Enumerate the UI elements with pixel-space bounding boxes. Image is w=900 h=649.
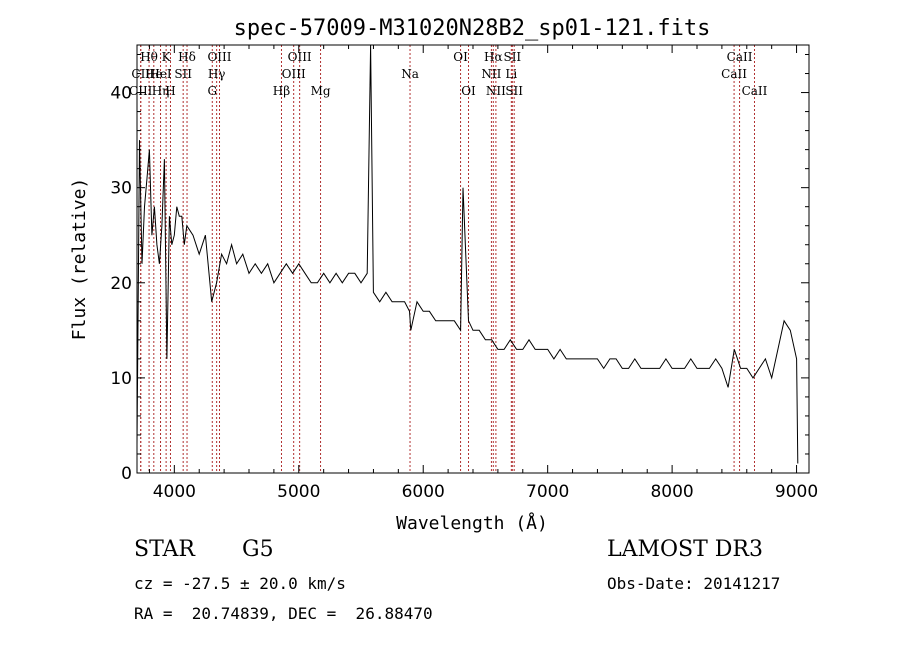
redshift-velocity: cz = -27.5 ± 20.0 km/s xyxy=(134,574,346,593)
line-label: NII xyxy=(481,67,501,81)
x-axis-ticks: 4000 5000 6000 7000 8000 9000 xyxy=(148,45,818,502)
x-tick-label: 9000 xyxy=(775,482,818,502)
sky-coordinates: RA = 20.74839, DEC = 26.88470 xyxy=(134,604,433,623)
line-label: SII xyxy=(505,84,523,98)
spectral-line-markers xyxy=(140,45,755,473)
line-label: Na xyxy=(401,67,419,81)
object-class: STAR xyxy=(134,537,195,562)
y-tick-label: 10 xyxy=(110,369,132,389)
line-label: G xyxy=(207,84,217,98)
survey-name: LAMOST DR3 xyxy=(607,537,763,562)
y-tick-label: 30 xyxy=(110,179,132,199)
line-label: Hβ xyxy=(273,84,290,98)
line-label: OIII xyxy=(282,67,306,81)
chart-title: spec-57009-M31020N28B2_sp01-121.fits xyxy=(234,16,711,41)
x-tick-label: 7000 xyxy=(526,482,569,502)
line-label: CIII xyxy=(129,84,153,98)
x-tick-label: 4000 xyxy=(153,482,196,502)
line-label: OIII xyxy=(207,50,231,64)
line-label: OIII xyxy=(288,50,312,64)
line-label: CaII xyxy=(727,50,753,64)
line-label: CaII xyxy=(721,67,747,81)
line-label: Hγ xyxy=(208,67,226,81)
line-label: OI xyxy=(461,84,476,98)
line-label: NII xyxy=(486,84,506,98)
x-axis-label: Wavelength (Å) xyxy=(396,512,548,534)
y-tick-label: 0 xyxy=(121,464,132,484)
x-tick-label: 8000 xyxy=(650,482,693,502)
line-label: OI xyxy=(453,50,468,64)
line-label: Hη xyxy=(152,84,170,98)
line-label: Mg xyxy=(311,84,331,98)
line-label: SII xyxy=(174,67,192,81)
line-label: Li xyxy=(505,67,517,81)
y-axis-label: Flux (relative) xyxy=(69,178,90,341)
observation-date: Obs-Date: 20141217 xyxy=(607,574,781,593)
line-label: Hδ xyxy=(178,50,196,64)
line-label: CaII xyxy=(742,84,768,98)
spectrum-line xyxy=(136,44,799,464)
line-label: Hθ xyxy=(140,50,158,64)
line-label: He xyxy=(145,67,163,81)
object-subclass: G5 xyxy=(242,537,274,562)
y-tick-label: 20 xyxy=(110,274,132,294)
y-tick-label: 40 xyxy=(110,84,132,104)
line-label: K xyxy=(162,50,172,64)
x-tick-label: 6000 xyxy=(402,482,445,502)
plot-frame xyxy=(136,44,810,474)
x-tick-label: 5000 xyxy=(277,482,320,502)
line-label: HeI xyxy=(149,67,172,81)
line-label: H xyxy=(165,84,175,98)
line-label: SII xyxy=(503,50,521,64)
y-axis-ticks: 0 10 20 30 40 xyxy=(110,54,809,484)
line-label: Hα xyxy=(484,50,503,64)
